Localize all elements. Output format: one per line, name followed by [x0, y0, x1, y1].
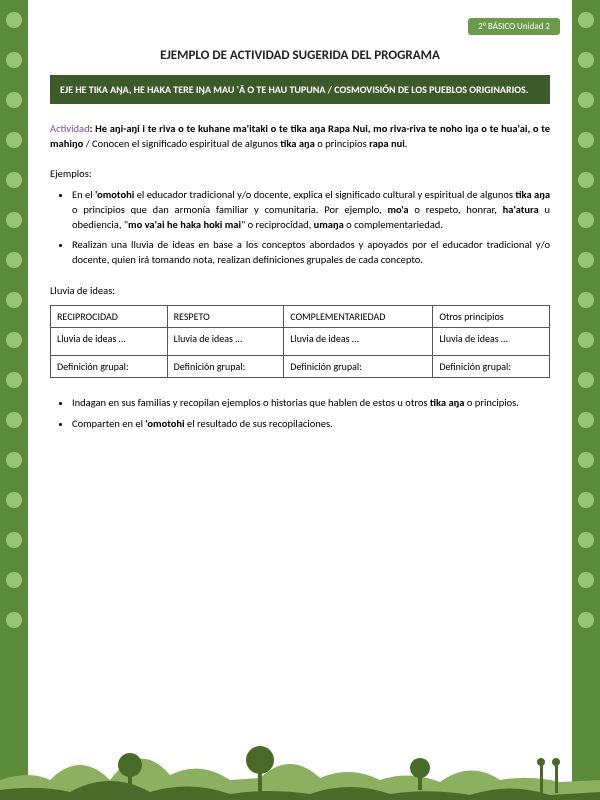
- table-cell: Lluvia de ideas …: [284, 327, 433, 355]
- table-header: COMPLEMENTARIEDAD: [284, 305, 433, 327]
- header-tag: 2° BÁSICO Unidad 2: [468, 18, 560, 35]
- t: " o reciprocidad,: [241, 218, 314, 231]
- activity-text-1: / Conocen el significado espiritual de a…: [83, 137, 280, 150]
- section-banner: EJE HE TIKA AŊA, HE HAKA TERE IŊA MAU 'Ā…: [50, 75, 550, 104]
- t: Indagan en sus familias y recopilan ejem…: [72, 396, 430, 409]
- table-cell: Definición grupal:: [284, 355, 433, 377]
- footer-silhouette-art: [0, 710, 600, 800]
- example-item: En el 'omotohi el educador tradicional y…: [72, 188, 550, 232]
- table-cell: Lluvia de ideas …: [167, 327, 284, 355]
- t: Comparten en el: [72, 417, 145, 430]
- t: mo va'ai he haka hoki mai: [128, 218, 241, 231]
- page-content: EJEMPLO DE ACTIVIDAD SUGERIDA DEL PROGRA…: [50, 48, 550, 447]
- t: ha'atura: [503, 203, 539, 216]
- closing-list: Indagan en sus familias y recopilan ejem…: [50, 396, 550, 431]
- t: tika aŋa: [515, 188, 550, 201]
- examples-label: Ejemplos:: [50, 167, 550, 180]
- t: 'omotohi: [95, 188, 134, 201]
- ideas-table: RECIPROCIDAD RESPETO COMPLEMENTARIEDAD O…: [50, 305, 550, 378]
- table-header: Otros principios: [433, 305, 550, 327]
- table-row: Definición grupal: Definición grupal: De…: [51, 355, 550, 377]
- closing-item: Indagan en sus familias y recopilan ejem…: [72, 396, 550, 411]
- activity-bold-2: tika aŋa: [280, 137, 315, 150]
- t: 'omotohi: [145, 417, 184, 430]
- table-header: RESPETO: [167, 305, 284, 327]
- activity-text-2: o principios: [315, 137, 369, 150]
- table-cell: Definición grupal:: [433, 355, 550, 377]
- activity-text-3: .: [405, 137, 408, 150]
- t: el educador tradicional y/o docente, exp…: [134, 188, 515, 201]
- decorative-border-right: [572, 0, 600, 800]
- table-cell: Lluvia de ideas …: [51, 327, 168, 355]
- t: el resultado de sus recopilaciones.: [185, 417, 333, 430]
- table-label: Lluvia de ideas:: [50, 284, 550, 297]
- example-item: Realizan una lluvia de ideas en base a l…: [72, 238, 550, 267]
- t: umaŋa: [314, 218, 344, 231]
- activity-label: Actividad: [50, 122, 90, 135]
- decorative-border-left: [0, 0, 28, 800]
- table-cell: Lluvia de ideas …: [433, 327, 550, 355]
- t: o principios.: [464, 396, 518, 409]
- table-header-row: RECIPROCIDAD RESPETO COMPLEMENTARIEDAD O…: [51, 305, 550, 327]
- t: En el: [72, 188, 95, 201]
- table-header: RECIPROCIDAD: [51, 305, 168, 327]
- t: tika aŋa: [430, 396, 465, 409]
- activity-paragraph: Actividad: He aŋi-aŋi i te riva o te kuh…: [50, 122, 550, 151]
- examples-list: En el 'omotohi el educador tradicional y…: [50, 188, 550, 267]
- t: o complementariedad.: [344, 218, 443, 231]
- t: o principios que dan armonía familiar y …: [72, 203, 387, 216]
- table-cell: Definición grupal:: [167, 355, 284, 377]
- table-cell: Definición grupal:: [51, 355, 168, 377]
- activity-bold-3: rapa nui: [369, 137, 405, 150]
- page-title: EJEMPLO DE ACTIVIDAD SUGERIDA DEL PROGRA…: [50, 48, 550, 63]
- table-row: Lluvia de ideas … Lluvia de ideas … Lluv…: [51, 327, 550, 355]
- closing-item: Comparten en el 'omotohi el resultado de…: [72, 417, 550, 432]
- t: o respeto, honrar,: [409, 203, 503, 216]
- t: mo'a: [387, 203, 408, 216]
